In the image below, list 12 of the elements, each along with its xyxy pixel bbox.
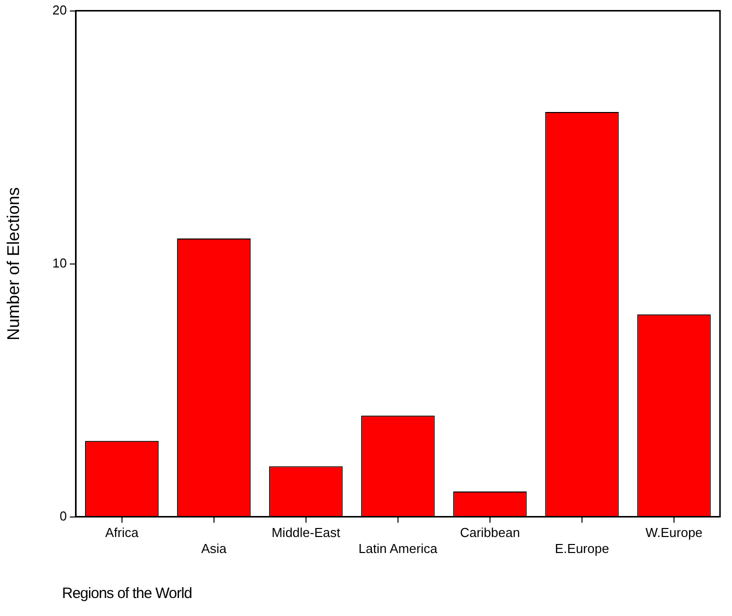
x-tick-label: W.Europe (645, 525, 703, 540)
x-tick-label: Latin America (358, 540, 438, 556)
y-tick-label: 10 (52, 255, 67, 270)
x-tick-label: Middle-East (272, 525, 341, 540)
y-tick-label: 20 (52, 2, 67, 18)
y-tick-label: 0 (60, 508, 67, 524)
x-tick-label: Asia (201, 540, 228, 556)
x-tick-label: E.Europe (554, 540, 610, 556)
y-axis-title: Number of Elections (4, 187, 23, 340)
x-axis-title: Regions of the World (62, 585, 192, 602)
x-tick-label: Caribbean (460, 525, 520, 540)
x-tick-label: Africa (105, 525, 140, 540)
